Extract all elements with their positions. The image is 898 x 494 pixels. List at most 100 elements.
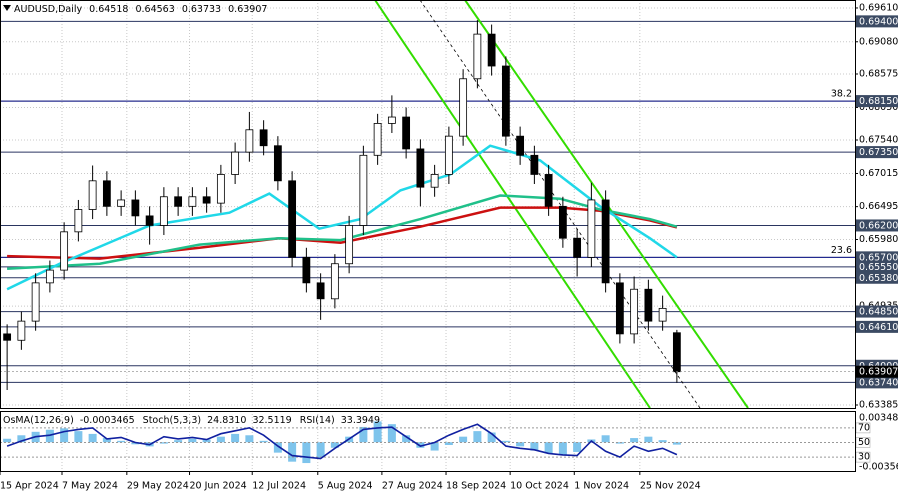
osma-bar	[359, 426, 368, 443]
osma-bar	[3, 438, 12, 443]
level-label: 0.65380	[859, 273, 898, 284]
osma-bar	[316, 442, 325, 458]
candle-body	[558, 205, 567, 239]
level-label-box	[856, 271, 898, 284]
osma-bar	[544, 442, 553, 454]
osma-bar	[473, 431, 482, 443]
osma-bar	[202, 439, 211, 443]
osma-bar	[60, 428, 69, 443]
header-arrow	[3, 5, 11, 11]
osma-value: -0.0003465	[80, 415, 135, 426]
x-tick-label: 20 Jun 2024	[190, 481, 247, 492]
candle-body	[74, 209, 83, 233]
candle-body	[316, 282, 325, 300]
x-tick-label: 5 Aug 2024	[318, 481, 373, 492]
osma-bar	[402, 435, 411, 443]
x-tick-label: 18 Sep 2024	[446, 481, 506, 492]
x-tick-label: 27 Aug 2024	[382, 481, 443, 492]
candle-body	[601, 199, 610, 284]
osma-bar	[231, 433, 240, 443]
candles	[3, 20, 681, 391]
level-label: 0.68150	[859, 96, 898, 107]
osma-bar	[615, 442, 624, 444]
y-tick-label: 0.67015	[859, 168, 898, 179]
candle-body	[17, 320, 26, 341]
osma-bar	[444, 442, 453, 446]
osma-bar	[174, 440, 183, 443]
candle-body	[459, 78, 468, 137]
candle-body	[573, 237, 582, 258]
osma-bar	[159, 442, 168, 444]
level-label: 0.64610	[859, 322, 898, 333]
osma-bar	[430, 442, 439, 451]
fib-label: 23.6	[831, 245, 852, 256]
level-label: 0.65700	[859, 252, 898, 263]
osma-bar	[573, 442, 582, 452]
level-label-box	[856, 251, 898, 264]
y-tick-label: 0.65980	[859, 234, 898, 245]
moving-average	[7, 194, 678, 271]
y-tick-label: 0.63385	[859, 400, 898, 411]
candle-body	[359, 154, 368, 226]
candle-body	[587, 199, 596, 258]
candle-body	[615, 282, 624, 335]
level-label-box	[856, 320, 898, 333]
osma-bar	[259, 440, 268, 443]
candle-body	[501, 65, 510, 137]
osma-axis-max: 0.0034897	[859, 413, 898, 424]
osma-bar	[302, 442, 311, 464]
candle-body	[373, 123, 382, 156]
osma-bar	[288, 442, 297, 462]
candle-body	[174, 196, 183, 207]
candle-body	[672, 332, 681, 373]
osma-bar	[501, 440, 510, 443]
y-tick-label: 0.69080	[859, 36, 898, 47]
candle-body	[31, 282, 40, 322]
x-tick-label: 1 Nov 2024	[574, 481, 629, 492]
osma-bar	[630, 438, 639, 443]
x-tick-label: 15 Apr 2024	[0, 481, 59, 492]
rsi-line	[6, 423, 678, 460]
y-tick-label: 0.68575	[859, 68, 898, 79]
stoch-main: 24.8310	[207, 415, 246, 426]
candle-body	[516, 135, 525, 156]
candle-body	[630, 288, 639, 335]
osma-bar	[658, 440, 667, 443]
y-tick-label: 0.68050	[859, 102, 898, 113]
osma-bar	[188, 438, 197, 443]
current-price-box	[856, 365, 898, 378]
osma-bar	[273, 442, 282, 453]
x-tick-label: 7 May 2024	[62, 481, 118, 492]
indicator-frame	[0, 411, 856, 472]
osma-name: OsMA(12,26,9)	[3, 415, 74, 426]
candle-body	[131, 199, 140, 217]
fib-label: 38.2	[831, 89, 852, 100]
candle-body	[231, 151, 240, 175]
y-tick-label: 0.67540	[859, 134, 898, 145]
header-low: 0.63733	[182, 4, 221, 15]
osma-bar	[487, 432, 496, 443]
channel-mid-line	[419, 0, 701, 408]
candle-body	[202, 196, 211, 204]
rsi-tick-label: 50	[858, 437, 870, 448]
osma-bar	[74, 431, 83, 443]
rsi-tick-label: 30	[858, 452, 870, 463]
chart-header: AUDUSD,Daily 0.64518 0.64563 0.63733 0.6…	[14, 4, 267, 15]
candle-body	[473, 33, 482, 80]
indicator-header: OsMA(12,26,9) -0.0003465 Stoch(5,3,3) 24…	[3, 415, 380, 426]
osma-bar	[558, 442, 567, 455]
candle-body	[430, 174, 439, 188]
x-tick-label: 12 Jul 2024	[252, 481, 306, 492]
candle-body	[302, 256, 311, 284]
header-close: 0.63907	[228, 4, 267, 15]
candle-body	[102, 180, 111, 207]
rsi-value: 33.3949	[341, 415, 380, 426]
level-label-box	[856, 305, 898, 318]
osma-bar	[17, 435, 26, 443]
osma-bar	[387, 424, 396, 443]
rsi-name: RSI(14)	[300, 415, 335, 426]
candle-body	[644, 288, 653, 322]
level-label: 0.65550	[859, 262, 898, 273]
x-tick-label: 29 May 2024	[127, 481, 189, 492]
